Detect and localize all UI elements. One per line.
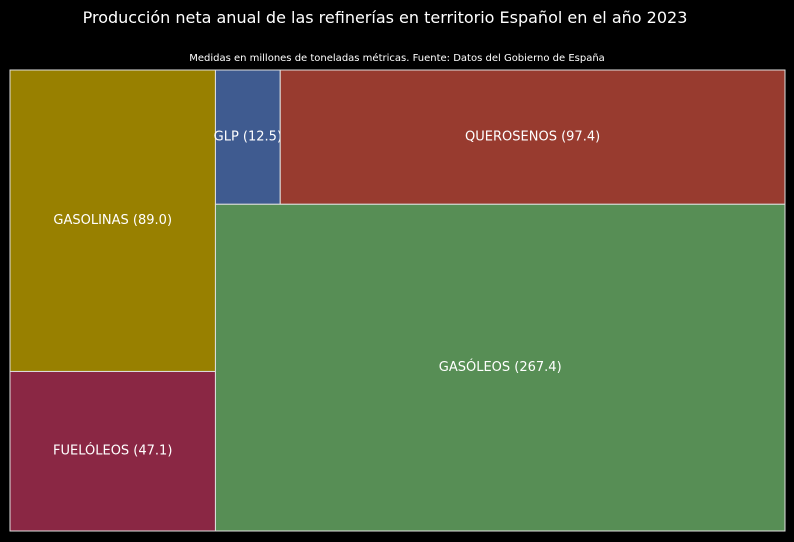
treemap-cell-querosenos <box>279 69 786 205</box>
treemap-label-fueloleos: FUELÓLEOS (47.1) <box>53 443 172 459</box>
treemap-label-gasoleos: GASÓLEOS (267.4) <box>439 359 562 375</box>
treemap-cell-glp <box>214 69 281 205</box>
treemap-label-gasolinas: GASOLINAS (89.0) <box>53 213 172 228</box>
treemap-cell-gasoleos <box>214 203 786 532</box>
treemap-cell-gasolinas <box>9 69 216 372</box>
treemap-label-glp: GLP (12.5) <box>214 130 282 145</box>
treemap-label-querosenos: QUEROSENOS (97.4) <box>465 130 600 145</box>
chart-title: Producción neta anual de las refinerías … <box>82 8 688 27</box>
chart-subtitle: Medidas en millones de toneladas métrica… <box>189 53 605 64</box>
treemap-cell-fueloleos <box>9 370 216 532</box>
